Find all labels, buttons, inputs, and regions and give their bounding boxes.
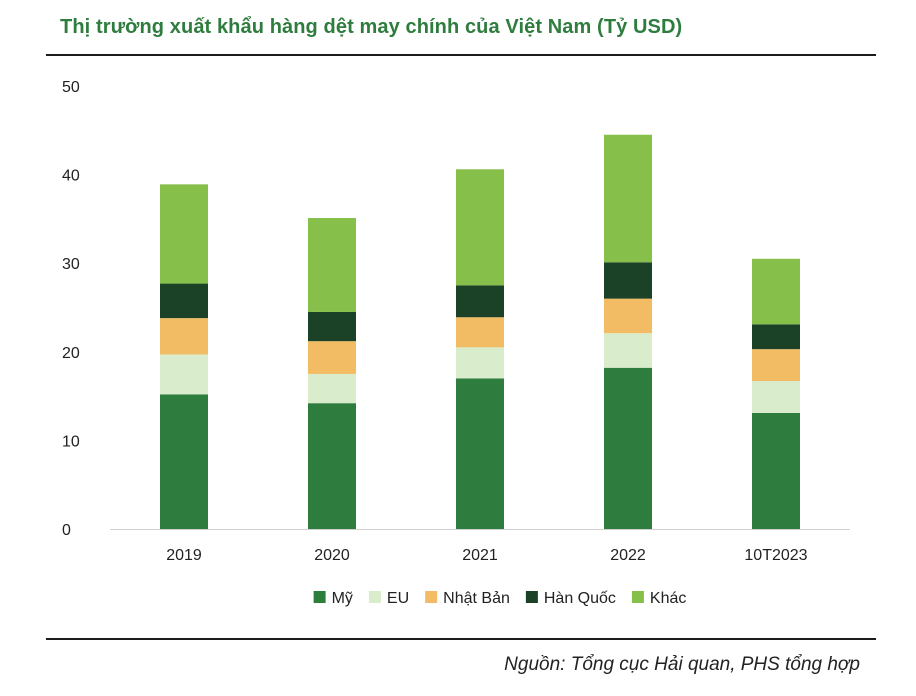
y-tick-label: 40: [62, 168, 80, 185]
y-tick-label: 20: [62, 345, 80, 362]
legend-item: Mỹ: [313, 590, 353, 607]
legend-item: Khác: [631, 590, 686, 607]
bar-segment: [308, 218, 356, 312]
bar-segment: [308, 341, 356, 374]
bar-segment: [604, 134, 652, 263]
bar-segment: [752, 412, 800, 529]
bar-segment: [160, 354, 208, 395]
bar-segment: [456, 317, 504, 348]
legend-label: EU: [387, 590, 409, 607]
bar-segment: [160, 283, 208, 319]
legend-label: Mỹ: [332, 590, 353, 607]
legend-swatch: [313, 591, 326, 603]
bar-segment: [604, 262, 652, 299]
y-axis: 0 10 20 30 40 50: [62, 79, 80, 539]
bar-segment: [308, 403, 356, 529]
bar-segment: [160, 184, 208, 284]
legend-label: Hàn Quốc: [544, 590, 616, 607]
x-tick-label: 10T2023: [744, 547, 807, 564]
legend-swatch: [425, 591, 438, 603]
x-tick-label: 2019: [166, 547, 202, 564]
legend-swatch: [368, 591, 381, 603]
bar-segment: [308, 373, 356, 404]
chart-title: Thị trường xuất khẩu hàng dệt may chính …: [60, 16, 683, 38]
bottom-rule: [46, 638, 876, 640]
top-rule: [46, 54, 876, 56]
bar-segment: [604, 367, 652, 529]
x-tick-label: 2021: [462, 547, 498, 564]
bars: [160, 134, 800, 529]
legend-swatch: [525, 591, 538, 603]
y-tick-label: 0: [62, 522, 71, 539]
x-axis: 2019 2020 2021 2022 10T2023: [166, 547, 807, 564]
y-tick-label: 30: [62, 256, 80, 273]
legend-item: Nhật Bản: [425, 590, 510, 607]
bar-segment: [752, 349, 800, 382]
bar-segment: [752, 324, 800, 350]
x-tick-label: 2020: [314, 547, 350, 564]
legend-item: Hàn Quốc: [525, 590, 616, 607]
bar-segment: [456, 285, 504, 318]
bar-segment: [308, 311, 356, 342]
bar-segment: [752, 381, 800, 413]
legend: Mỹ EU Nhật Bản Hàn Quốc Khác: [313, 590, 686, 607]
legend-label: Khác: [650, 590, 686, 607]
bar-segment: [456, 347, 504, 379]
source-note: Nguồn: Tổng cục Hải quan, PHS tổng hợp: [504, 654, 860, 675]
legend-item: EU: [368, 590, 409, 607]
bar-segment: [456, 378, 504, 529]
y-tick-label: 10: [62, 433, 80, 450]
bar-segment: [604, 298, 652, 334]
y-tick-label: 50: [62, 79, 80, 96]
bar-segment: [752, 258, 800, 325]
x-tick-label: 2022: [610, 547, 646, 564]
bar-segment: [160, 318, 208, 355]
bar-segment: [160, 394, 208, 529]
legend-label: Nhật Bản: [443, 590, 510, 607]
legend-swatch: [631, 591, 644, 603]
bar-segment: [456, 169, 504, 286]
bar-segment: [604, 333, 652, 368]
